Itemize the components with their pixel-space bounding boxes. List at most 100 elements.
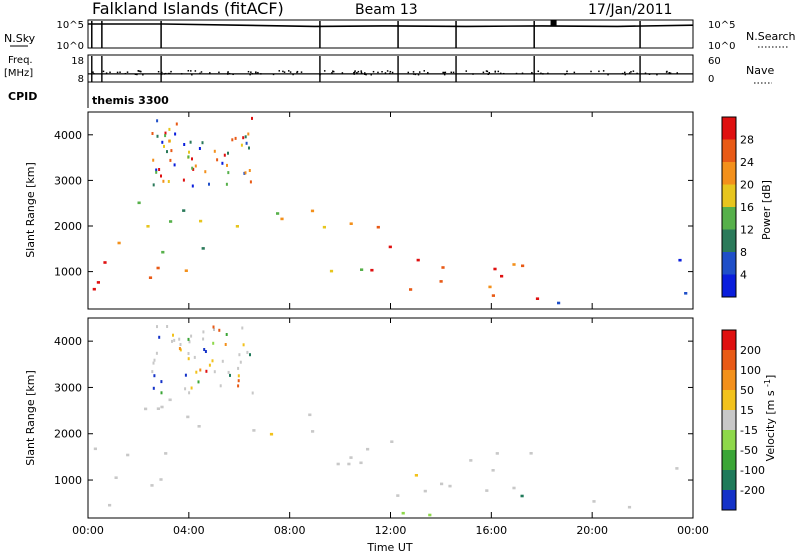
sparse-cell bbox=[187, 155, 190, 159]
freq-point bbox=[140, 70, 142, 73]
sparse-cell bbox=[188, 391, 191, 395]
power-ylabel: Slant Range [km] bbox=[24, 162, 37, 258]
freq-point bbox=[332, 70, 334, 72]
freq-point bbox=[573, 71, 576, 74]
sparse-cell bbox=[160, 174, 162, 178]
sparse-cell bbox=[156, 325, 158, 329]
cell bbox=[428, 513, 432, 517]
sparse-cell bbox=[158, 335, 161, 339]
freq-point bbox=[537, 70, 540, 73]
sparse-cell bbox=[179, 343, 182, 346]
cell bbox=[439, 280, 443, 283]
noise-left-tick-bottom: 10^0 bbox=[57, 41, 84, 52]
freq-point bbox=[443, 73, 446, 76]
colorbar-swatch-6 bbox=[722, 370, 736, 390]
cpid-label: CPID bbox=[8, 90, 37, 103]
colorbar-swatch-4 bbox=[722, 184, 736, 207]
sparse-cell bbox=[190, 334, 193, 338]
sparse-cell bbox=[221, 359, 224, 363]
cell bbox=[114, 476, 118, 479]
sparse-cell bbox=[242, 136, 245, 140]
cell bbox=[485, 489, 489, 492]
sparse-cell bbox=[168, 127, 171, 131]
freq-point bbox=[134, 73, 137, 76]
cpid-value: themis 3300 bbox=[92, 94, 169, 107]
freq-point bbox=[486, 70, 489, 73]
sparse-cell bbox=[170, 149, 173, 153]
sparse-cell bbox=[251, 116, 253, 120]
cell bbox=[186, 415, 190, 419]
sparse-cell bbox=[156, 119, 159, 123]
sparse-cell bbox=[160, 391, 163, 395]
freq-point bbox=[93, 73, 95, 75]
cell bbox=[376, 225, 380, 229]
velocity-unit-tail: ] bbox=[764, 375, 777, 379]
colorbar-tick-1: 8 bbox=[740, 246, 747, 259]
cell bbox=[388, 245, 392, 249]
beam-label: Beam 13 bbox=[355, 2, 418, 18]
sparse-cell bbox=[243, 171, 246, 175]
xtick-label-1: 04:00 bbox=[173, 524, 205, 537]
colorbar-swatch-7 bbox=[722, 117, 736, 140]
sparse-cell bbox=[226, 163, 228, 167]
power-colorbar-label: Power [dB] bbox=[760, 180, 773, 240]
sparse-cell bbox=[211, 359, 214, 363]
freq-point bbox=[381, 71, 383, 73]
cell bbox=[308, 413, 312, 417]
sparse-cell bbox=[188, 150, 190, 154]
sparse-cell bbox=[153, 358, 156, 362]
freq-point bbox=[607, 73, 609, 76]
freq-point bbox=[191, 73, 193, 76]
sparse-cell bbox=[166, 150, 168, 154]
cell bbox=[197, 425, 201, 428]
cell bbox=[311, 430, 315, 433]
sparse-cell bbox=[178, 347, 181, 350]
sparse-cell bbox=[167, 180, 170, 183]
cell bbox=[409, 288, 413, 291]
freq-point bbox=[353, 73, 355, 75]
colorbar-swatch-7 bbox=[722, 350, 736, 370]
sparse-cell bbox=[248, 169, 251, 172]
cell bbox=[164, 452, 168, 455]
freq-point bbox=[648, 73, 651, 75]
cell bbox=[678, 258, 682, 262]
freq-point bbox=[282, 70, 284, 73]
freq-label: Freq. bbox=[8, 55, 33, 66]
freq-point bbox=[354, 70, 356, 72]
freq-point bbox=[624, 73, 627, 76]
sparse-cell bbox=[175, 122, 178, 126]
noise-sky-label: N.Sky bbox=[4, 32, 36, 45]
sparse-cell bbox=[244, 135, 247, 139]
colorbar-swatch-1 bbox=[722, 252, 736, 275]
noise-series-line bbox=[88, 23, 694, 28]
cell bbox=[500, 274, 504, 278]
xtick-label-5: 20:00 bbox=[576, 524, 608, 537]
freq-point bbox=[389, 70, 392, 73]
freq-point bbox=[341, 72, 344, 74]
freq-point bbox=[227, 73, 229, 75]
sparse-cell bbox=[174, 132, 177, 136]
cell bbox=[126, 453, 130, 457]
colorbar-tick-4: -15 bbox=[740, 424, 758, 437]
freq-point bbox=[257, 71, 259, 74]
cell bbox=[160, 405, 164, 409]
sparse-cell bbox=[168, 139, 171, 143]
freq-point bbox=[450, 71, 453, 74]
sparse-cell bbox=[178, 337, 181, 341]
freq-point bbox=[164, 72, 167, 75]
xtick-label-0: 00:00 bbox=[72, 524, 104, 537]
cell bbox=[144, 407, 148, 411]
sparse-cell bbox=[169, 158, 172, 162]
freq-point bbox=[417, 73, 420, 76]
freq-point bbox=[283, 71, 286, 73]
sparse-cell bbox=[246, 350, 249, 354]
sparse-cell bbox=[172, 333, 174, 337]
sparse-cell bbox=[171, 339, 173, 343]
freq-point bbox=[323, 70, 326, 72]
cell bbox=[366, 447, 370, 451]
freq-point bbox=[499, 72, 502, 75]
sparse-cell bbox=[151, 370, 154, 374]
freq-point bbox=[488, 71, 491, 74]
sparse-cell bbox=[164, 131, 167, 135]
freq-point bbox=[364, 73, 366, 75]
